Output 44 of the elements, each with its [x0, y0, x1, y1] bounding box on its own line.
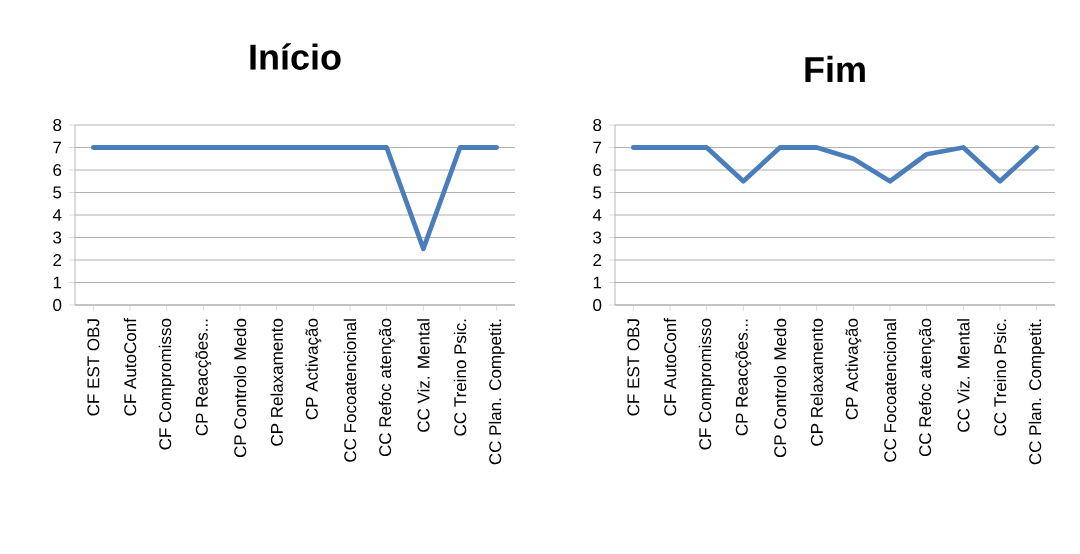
x-tick-label: CP Controlo Medo: [233, 318, 247, 458]
y-tick-label: 3: [53, 231, 62, 244]
x-tick-label: CP Controlo Medo: [773, 318, 787, 458]
x-tick-label: CP Activação: [305, 318, 322, 420]
y-tick-label: 0: [593, 299, 602, 312]
x-tick-label: CF AutoConf: [123, 318, 137, 416]
y-tick-label: 8: [593, 118, 602, 132]
y-tick-label: 2: [53, 254, 62, 266]
x-tick-label: CP Reacções...: [195, 319, 212, 436]
x-tick-label: CC Viz. Mental: [957, 319, 970, 432]
y-tick-label: 6: [593, 164, 602, 177]
x-tick-label: CF Compromisso: [158, 318, 175, 450]
x-tick-label: CF EST OBJ: [627, 319, 640, 416]
x-tick-label: CF EST OBJ: [87, 319, 100, 416]
y-tick-label: 3: [593, 231, 602, 244]
y-tick-label: 8: [53, 118, 62, 132]
y-tick-label: 5: [53, 186, 62, 199]
x-tick-label: CC Focoatencional: [883, 319, 897, 462]
y-tick-label: 1: [593, 276, 602, 289]
x-tick-label: CC Refoc atenção: [378, 318, 395, 457]
x-tick-label: CC Refoc atenção: [918, 318, 935, 457]
y-tick-label: 2: [593, 254, 602, 266]
y-tick-label: 5: [593, 186, 602, 199]
x-tick-label: CP Reacções...: [735, 319, 752, 436]
y-tick-label: 1: [53, 276, 62, 289]
x-tick-label: CP Activação: [845, 318, 862, 420]
chart-title: Fim: [805, 55, 865, 82]
x-tick-label: CP Relaxamento: [810, 318, 823, 446]
y-tick-label: 7: [593, 141, 602, 154]
x-tick-label: CC Plan. Competit.: [488, 319, 505, 465]
y-tick-label: 7: [53, 141, 62, 154]
x-tick-label: CF AutoConf: [663, 318, 677, 416]
x-tick-label: CF Compromisso: [698, 318, 715, 450]
chart-title: Início: [250, 43, 341, 70]
y-tick-label: 6: [53, 164, 62, 177]
x-tick-label: CP Relaxamento: [270, 318, 283, 446]
x-tick-label: CC Focoatencional: [343, 319, 357, 462]
x-tick-label: CC Plan. Competit.: [1028, 319, 1045, 465]
x-tick-label: CC Viz. Mental: [417, 319, 430, 432]
y-tick-label: 0: [53, 299, 62, 312]
x-tick-label: CC Treino Psic.: [453, 319, 467, 436]
y-tick-label: 4: [592, 209, 602, 221]
y-tick-label: 4: [52, 209, 62, 221]
x-tick-label: CC Treino Psic.: [993, 319, 1007, 436]
